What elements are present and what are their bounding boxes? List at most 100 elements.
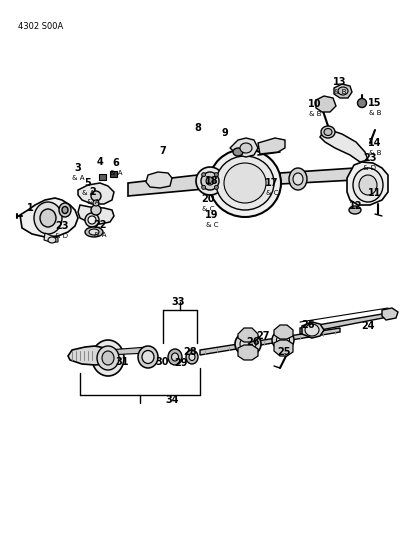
Text: & B: & B — [368, 110, 380, 116]
Ellipse shape — [85, 227, 103, 237]
Polygon shape — [200, 328, 339, 355]
Polygon shape — [146, 172, 172, 188]
Polygon shape — [44, 233, 58, 242]
Ellipse shape — [62, 206, 68, 214]
Ellipse shape — [357, 99, 366, 108]
Text: 11: 11 — [367, 188, 381, 198]
Text: 12: 12 — [348, 201, 362, 211]
Text: 20: 20 — [201, 194, 214, 204]
Ellipse shape — [40, 209, 56, 227]
Polygon shape — [78, 205, 114, 224]
Polygon shape — [108, 347, 148, 355]
Text: 1: 1 — [27, 203, 33, 213]
Ellipse shape — [320, 126, 334, 138]
Ellipse shape — [91, 191, 101, 201]
Polygon shape — [99, 174, 106, 180]
Ellipse shape — [142, 351, 154, 364]
Text: & B: & B — [308, 111, 321, 117]
Text: 23: 23 — [362, 153, 376, 163]
Ellipse shape — [216, 156, 273, 210]
Ellipse shape — [93, 200, 99, 206]
Text: 10: 10 — [308, 99, 321, 109]
Ellipse shape — [232, 148, 243, 156]
Ellipse shape — [85, 213, 99, 227]
Text: & C: & C — [265, 190, 278, 196]
Polygon shape — [333, 84, 351, 98]
Ellipse shape — [201, 173, 205, 176]
Polygon shape — [346, 162, 387, 205]
Ellipse shape — [239, 143, 252, 153]
Ellipse shape — [201, 185, 205, 189]
Ellipse shape — [92, 340, 124, 376]
Ellipse shape — [358, 175, 376, 195]
Text: 7: 7 — [159, 146, 166, 156]
Ellipse shape — [239, 336, 255, 351]
Text: 4: 4 — [97, 157, 103, 167]
Text: 33: 33 — [171, 297, 184, 307]
Ellipse shape — [88, 216, 96, 224]
Ellipse shape — [168, 349, 182, 365]
Text: 19: 19 — [205, 210, 218, 220]
Text: 15: 15 — [367, 98, 381, 108]
Ellipse shape — [292, 173, 302, 185]
Text: 30: 30 — [155, 357, 169, 367]
Ellipse shape — [352, 168, 382, 202]
Ellipse shape — [205, 177, 213, 185]
Ellipse shape — [234, 332, 261, 356]
Polygon shape — [301, 322, 323, 338]
Text: 17: 17 — [265, 178, 278, 188]
Ellipse shape — [138, 346, 157, 368]
Text: 28: 28 — [183, 347, 196, 357]
Text: 24: 24 — [360, 321, 374, 331]
Polygon shape — [381, 308, 397, 320]
Text: & A: & A — [87, 199, 99, 205]
Text: 6: 6 — [112, 158, 119, 168]
Polygon shape — [68, 346, 108, 365]
Ellipse shape — [91, 205, 101, 215]
Text: 26: 26 — [301, 320, 314, 330]
Text: 13: 13 — [333, 77, 346, 87]
Ellipse shape — [89, 229, 99, 235]
Text: 8: 8 — [194, 123, 201, 133]
Text: 14: 14 — [367, 138, 381, 148]
Text: 9: 9 — [221, 128, 228, 138]
Polygon shape — [237, 345, 257, 360]
Polygon shape — [273, 325, 292, 339]
Ellipse shape — [214, 185, 218, 189]
Text: & C: & C — [205, 222, 218, 228]
Polygon shape — [229, 138, 257, 157]
Text: & C: & C — [201, 206, 214, 212]
Text: 5: 5 — [84, 178, 91, 188]
Text: 29: 29 — [174, 358, 187, 368]
Polygon shape — [273, 340, 292, 356]
Text: 3: 3 — [74, 163, 81, 173]
Ellipse shape — [34, 202, 62, 234]
Ellipse shape — [288, 168, 306, 190]
Text: 26: 26 — [246, 337, 259, 347]
Ellipse shape — [97, 346, 119, 370]
Text: 18: 18 — [204, 176, 218, 186]
Text: 27: 27 — [256, 331, 269, 341]
Text: & A: & A — [94, 232, 106, 238]
Ellipse shape — [209, 149, 280, 217]
Text: 4302 S00A: 4302 S00A — [18, 22, 63, 31]
Ellipse shape — [171, 353, 178, 361]
Ellipse shape — [102, 351, 114, 365]
Ellipse shape — [223, 163, 265, 203]
Text: 2: 2 — [90, 187, 96, 197]
Ellipse shape — [337, 87, 347, 95]
Polygon shape — [257, 138, 284, 154]
Text: 34: 34 — [165, 395, 178, 405]
Polygon shape — [319, 130, 367, 162]
Text: 31: 31 — [115, 357, 128, 367]
Ellipse shape — [348, 206, 360, 214]
Ellipse shape — [323, 128, 331, 135]
Ellipse shape — [271, 330, 293, 350]
Text: & A: & A — [110, 170, 122, 176]
Polygon shape — [110, 171, 117, 177]
Ellipse shape — [59, 203, 71, 217]
Polygon shape — [237, 328, 257, 342]
Polygon shape — [128, 173, 214, 196]
Text: 23: 23 — [55, 221, 69, 231]
Polygon shape — [315, 96, 335, 112]
